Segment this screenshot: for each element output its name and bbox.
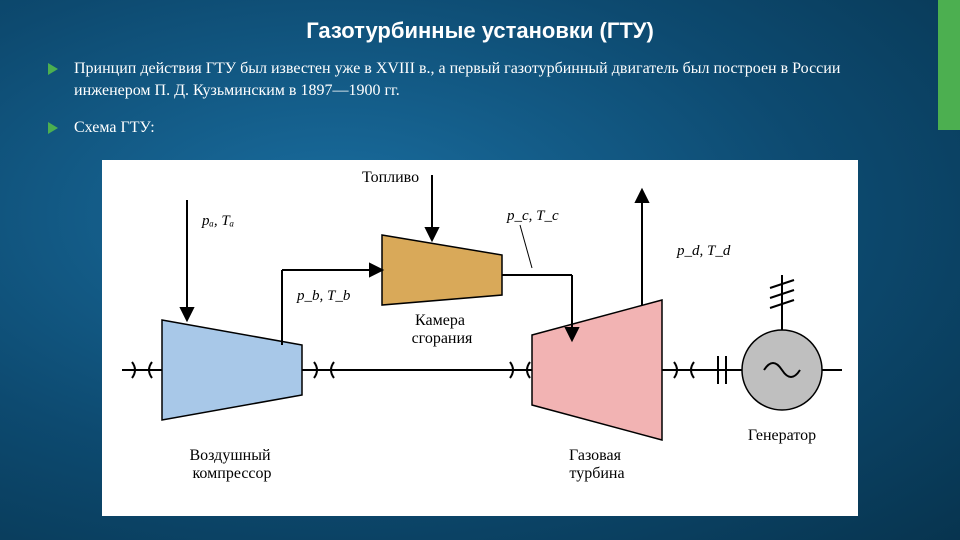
comp-to-combustor xyxy=(282,264,382,345)
bullet-text: Принцип действия ГТУ был известен уже в … xyxy=(74,58,920,101)
pb-label: p_b, T_b xyxy=(296,288,351,304)
bullet-text: Схема ГТУ: xyxy=(74,117,155,139)
turbine-label: Газовая турбина xyxy=(569,447,625,482)
triangle-icon xyxy=(46,62,60,76)
triangle-icon xyxy=(46,121,60,135)
generator-load-icon xyxy=(770,275,794,330)
air-inlet-arrow xyxy=(181,200,193,320)
pa-label: pₐ, Tₐ xyxy=(201,213,234,229)
fuel-arrow xyxy=(426,175,438,240)
compressor-label: Воздушный компрессор xyxy=(189,447,274,482)
generator-label: Генератор xyxy=(748,427,816,444)
accent-bar xyxy=(938,0,960,130)
turbine-shape xyxy=(532,300,662,440)
bullet-item: Схема ГТУ: xyxy=(46,117,920,139)
combustor-shape xyxy=(382,235,502,305)
slide-title: Газотурбинные установки (ГТУ) xyxy=(0,0,960,58)
combustor-to-turbine xyxy=(502,275,578,340)
gtu-diagram: pₐ, Tₐ p_b, T_b Топливо p_c, T_c p_d, T_… xyxy=(102,160,858,516)
pc-label: p_c, T_c xyxy=(506,208,559,224)
fuel-label: Топливо xyxy=(362,169,419,186)
bullet-item: Принцип действия ГТУ был известен уже в … xyxy=(46,58,920,101)
exhaust-arrow xyxy=(636,190,648,305)
pc-pointer xyxy=(520,225,532,268)
pd-label: p_d, T_d xyxy=(676,243,731,259)
bullet-list: Принцип действия ГТУ был известен уже в … xyxy=(0,58,960,139)
combustor-label: Камера сгорания xyxy=(412,312,473,347)
